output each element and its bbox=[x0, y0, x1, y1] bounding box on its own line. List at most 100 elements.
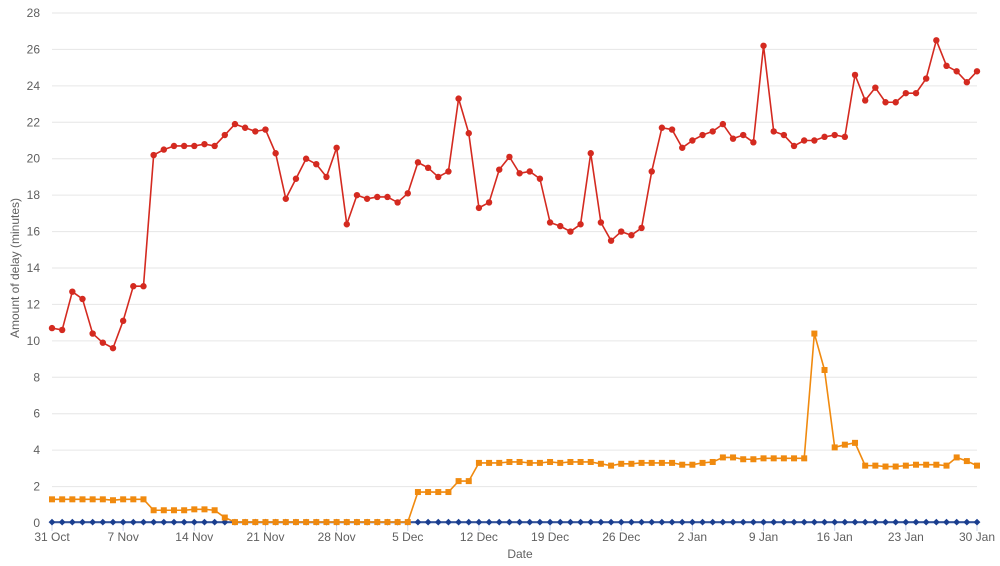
data-point bbox=[109, 344, 117, 352]
data-point bbox=[678, 518, 686, 526]
data-point bbox=[150, 507, 157, 514]
data-point bbox=[811, 137, 818, 144]
data-point bbox=[821, 133, 828, 141]
data-point bbox=[963, 458, 970, 465]
data-point bbox=[882, 518, 889, 526]
data-point bbox=[495, 518, 503, 526]
data-point bbox=[831, 131, 838, 139]
data-point bbox=[221, 514, 228, 521]
data-point bbox=[170, 507, 177, 514]
data-point bbox=[902, 518, 910, 526]
data-point bbox=[679, 144, 686, 151]
y-tick-label: 0 bbox=[33, 516, 40, 530]
data-point bbox=[607, 518, 615, 526]
data-point bbox=[699, 518, 706, 526]
data-point bbox=[68, 518, 76, 526]
y-tick-label: 2 bbox=[33, 480, 40, 494]
data-point bbox=[221, 131, 229, 139]
x-tick-label: 28 Nov bbox=[318, 530, 356, 544]
data-point bbox=[953, 68, 960, 75]
data-point bbox=[58, 518, 66, 526]
data-point bbox=[871, 518, 879, 526]
data-point bbox=[496, 166, 503, 173]
y-tick-label: 4 bbox=[33, 443, 40, 457]
data-point bbox=[953, 454, 960, 461]
data-point bbox=[729, 518, 737, 526]
data-point bbox=[140, 283, 147, 290]
data-point bbox=[597, 219, 605, 226]
data-point bbox=[323, 173, 330, 181]
data-point bbox=[780, 455, 787, 462]
data-point bbox=[770, 455, 777, 462]
data-point bbox=[943, 518, 950, 526]
data-point bbox=[556, 518, 564, 526]
x-tick-label: 5 Dec bbox=[392, 530, 423, 544]
data-point bbox=[851, 71, 859, 79]
data-point bbox=[130, 283, 137, 290]
data-point bbox=[811, 330, 818, 337]
data-point bbox=[516, 458, 523, 465]
data-point bbox=[79, 518, 86, 526]
data-point bbox=[841, 518, 849, 526]
data-point bbox=[303, 519, 310, 526]
series-1 bbox=[49, 330, 980, 526]
data-point bbox=[414, 489, 421, 496]
data-point bbox=[191, 506, 198, 513]
data-point bbox=[211, 518, 219, 526]
data-point bbox=[445, 518, 452, 526]
data-point bbox=[170, 518, 178, 526]
data-point bbox=[740, 456, 747, 463]
data-point bbox=[597, 460, 604, 467]
data-point bbox=[506, 153, 513, 161]
data-point bbox=[170, 142, 178, 150]
data-point bbox=[892, 463, 899, 470]
series-line bbox=[52, 332, 978, 523]
data-point bbox=[364, 519, 371, 526]
data-point bbox=[323, 519, 330, 526]
data-point bbox=[89, 496, 96, 503]
data-point bbox=[872, 462, 879, 469]
data-point bbox=[343, 221, 350, 228]
data-point bbox=[241, 124, 249, 131]
data-point bbox=[384, 519, 391, 526]
data-point bbox=[48, 518, 56, 526]
data-point bbox=[526, 459, 533, 466]
data-point bbox=[272, 519, 279, 526]
data-point bbox=[282, 519, 289, 526]
x-tick-label: 19 Dec bbox=[531, 530, 569, 544]
x-tick-label: 26 Dec bbox=[602, 530, 640, 544]
data-point bbox=[810, 518, 818, 526]
data-point bbox=[587, 150, 594, 157]
data-point bbox=[912, 89, 920, 97]
data-point bbox=[120, 496, 127, 503]
data-point bbox=[160, 146, 168, 153]
data-point bbox=[800, 137, 808, 144]
data-point bbox=[861, 97, 869, 104]
y-tick-label: 22 bbox=[27, 115, 41, 129]
data-point bbox=[58, 326, 66, 334]
data-point bbox=[913, 461, 920, 468]
data-point bbox=[384, 193, 391, 201]
data-point bbox=[577, 458, 584, 465]
data-point bbox=[852, 439, 859, 446]
series-2 bbox=[48, 518, 981, 526]
data-point bbox=[404, 519, 411, 526]
data-point bbox=[160, 518, 168, 526]
data-point bbox=[628, 232, 635, 239]
data-point bbox=[109, 497, 116, 504]
data-point bbox=[567, 518, 574, 526]
data-point bbox=[760, 518, 767, 526]
x-tick-label: 2 Jan bbox=[678, 530, 707, 544]
x-tick-label: 30 Jan bbox=[959, 530, 995, 544]
data-point bbox=[424, 164, 432, 172]
data-point bbox=[831, 444, 838, 451]
data-point bbox=[414, 518, 422, 526]
data-point bbox=[719, 518, 727, 526]
data-point bbox=[607, 237, 615, 244]
data-point bbox=[363, 195, 371, 202]
data-point bbox=[465, 478, 472, 485]
data-point bbox=[99, 496, 106, 503]
data-point bbox=[709, 518, 717, 526]
data-point bbox=[496, 459, 503, 466]
data-point bbox=[973, 68, 981, 75]
